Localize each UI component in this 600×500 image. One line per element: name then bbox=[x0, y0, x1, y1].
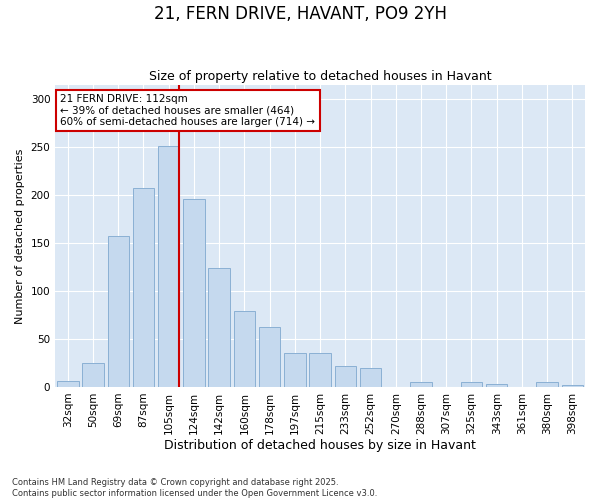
Bar bbox=[259, 328, 280, 387]
Text: 21, FERN DRIVE, HAVANT, PO9 2YH: 21, FERN DRIVE, HAVANT, PO9 2YH bbox=[154, 5, 446, 23]
Bar bbox=[360, 368, 381, 387]
Bar bbox=[208, 268, 230, 387]
Bar bbox=[410, 382, 432, 387]
Text: Contains HM Land Registry data © Crown copyright and database right 2025.
Contai: Contains HM Land Registry data © Crown c… bbox=[12, 478, 377, 498]
Bar bbox=[536, 382, 558, 387]
Title: Size of property relative to detached houses in Havant: Size of property relative to detached ho… bbox=[149, 70, 491, 84]
Bar bbox=[335, 366, 356, 387]
Bar bbox=[107, 236, 129, 387]
Bar bbox=[133, 188, 154, 387]
Bar bbox=[158, 146, 179, 387]
Bar bbox=[57, 381, 79, 387]
Bar bbox=[284, 354, 305, 387]
Bar bbox=[233, 311, 255, 387]
Text: 21 FERN DRIVE: 112sqm
← 39% of detached houses are smaller (464)
60% of semi-det: 21 FERN DRIVE: 112sqm ← 39% of detached … bbox=[61, 94, 316, 127]
Y-axis label: Number of detached properties: Number of detached properties bbox=[15, 148, 25, 324]
Bar bbox=[486, 384, 508, 387]
Bar bbox=[562, 385, 583, 387]
Bar bbox=[82, 363, 104, 387]
Bar bbox=[461, 382, 482, 387]
Bar bbox=[183, 199, 205, 387]
Bar bbox=[310, 354, 331, 387]
X-axis label: Distribution of detached houses by size in Havant: Distribution of detached houses by size … bbox=[164, 440, 476, 452]
